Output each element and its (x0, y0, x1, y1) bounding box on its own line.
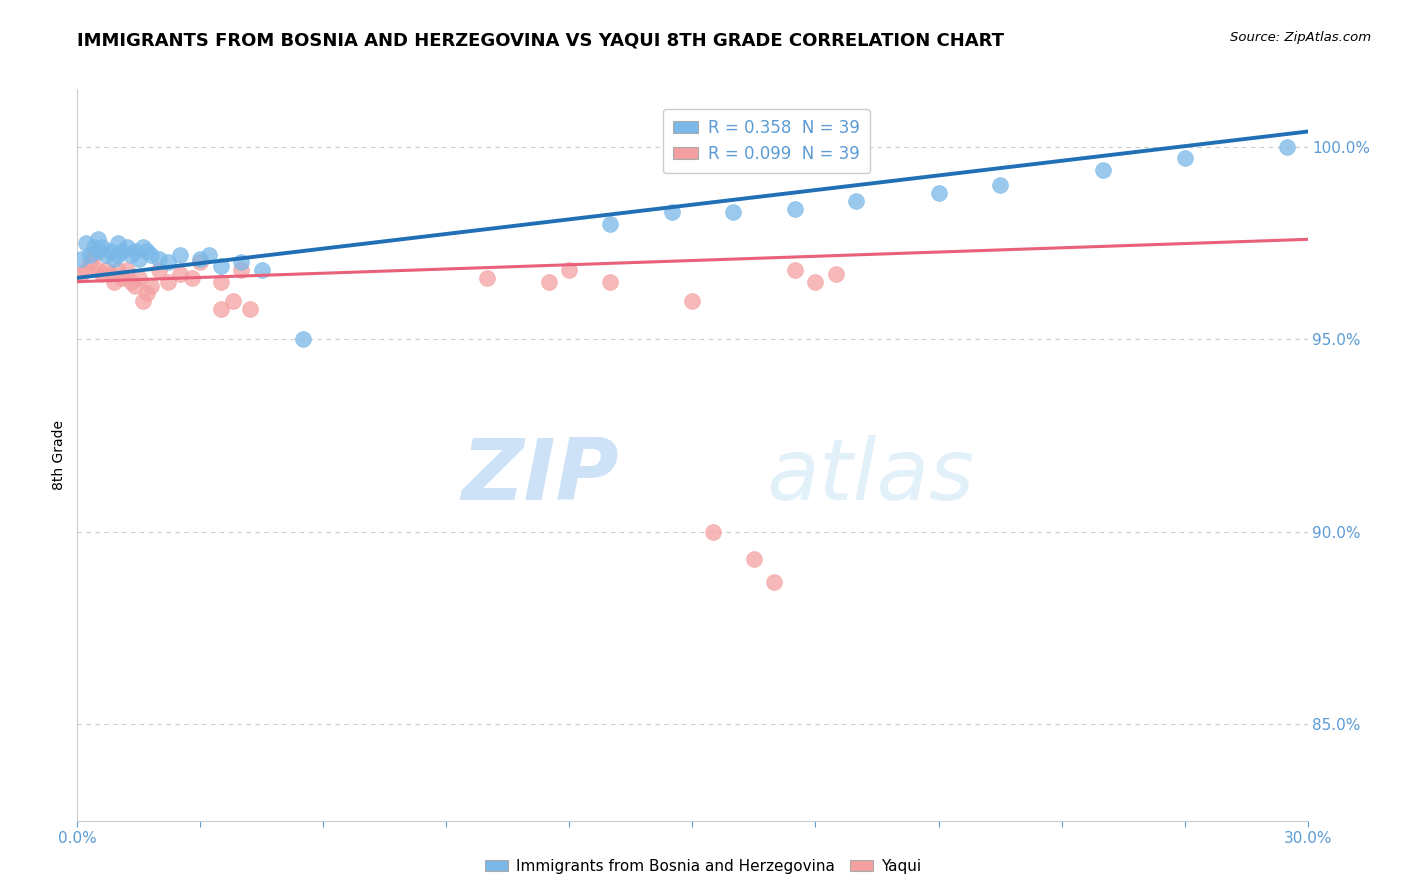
Point (124, 278, 146, 293)
Point (250, 263, 273, 277)
Point (87, 263, 110, 277)
Point (558, 263, 581, 277)
Point (103, 275, 125, 289)
Point (169, 248, 191, 262)
Point (136, 286, 159, 301)
Point (90, 240, 114, 254)
Point (188, 252, 212, 266)
Point (87, 232, 110, 246)
Point (103, 252, 125, 266)
Point (682, 293, 704, 308)
Point (148, 252, 170, 266)
Point (120, 248, 142, 262)
Point (1275, 140, 1298, 154)
Point (222, 293, 245, 308)
Point (83, 248, 105, 262)
Point (156, 275, 179, 289)
Point (79, 255, 101, 269)
Point (845, 194, 868, 208)
Point (111, 270, 134, 285)
Point (90, 267, 114, 281)
Point (156, 255, 179, 269)
Point (763, 574, 786, 589)
Point (132, 240, 155, 254)
Point (107, 248, 129, 262)
Point (141, 278, 163, 293)
Point (75, 263, 97, 277)
Point (98, 244, 121, 258)
Point (723, 205, 745, 219)
Point (132, 293, 155, 308)
Point (928, 186, 950, 201)
Point (83, 240, 105, 254)
Point (87, 244, 110, 258)
Text: IMMIGRANTS FROM BOSNIA AND HERZEGOVINA VS YAQUI 8TH GRADE CORRELATION CHART: IMMIGRANTS FROM BOSNIA AND HERZEGOVINA V… (77, 31, 1004, 49)
Point (661, 205, 683, 219)
Text: atlas: atlas (766, 435, 974, 518)
Point (231, 255, 253, 269)
Point (181, 270, 204, 285)
Point (599, 217, 621, 231)
Point (702, 524, 724, 539)
Point (115, 263, 138, 277)
Y-axis label: 8th Grade: 8th Grade (52, 420, 66, 490)
Legend: Immigrants from Bosnia and Herzegovina, Yaqui: Immigrants from Bosnia and Herzegovina, … (479, 853, 927, 880)
Point (141, 248, 163, 262)
Point (231, 263, 253, 277)
Point (75, 236, 97, 251)
Point (115, 240, 138, 254)
Point (209, 275, 232, 289)
Point (111, 244, 134, 258)
Point (825, 267, 848, 281)
Point (197, 248, 219, 262)
Point (1174, 152, 1197, 166)
Point (120, 275, 142, 289)
Point (477, 270, 499, 285)
Point (169, 267, 191, 281)
Text: ZIP: ZIP (461, 435, 619, 518)
Point (70, 267, 93, 281)
Point (239, 301, 262, 316)
Point (742, 552, 765, 566)
Point (188, 255, 212, 269)
Point (94, 248, 117, 262)
Point (148, 263, 170, 277)
Point (804, 275, 827, 289)
Point (128, 252, 150, 266)
Point (94, 263, 117, 277)
Point (98, 267, 121, 281)
Point (209, 260, 232, 274)
Point (209, 301, 232, 316)
Point (128, 270, 150, 285)
Legend: R = 0.358  N = 39, R = 0.099  N = 39: R = 0.358 N = 39, R = 0.099 N = 39 (662, 109, 870, 173)
Point (537, 275, 560, 289)
Point (107, 263, 129, 277)
Point (1091, 163, 1114, 178)
Point (599, 275, 621, 289)
Point (79, 248, 101, 262)
Point (783, 263, 806, 277)
Point (136, 244, 159, 258)
Point (124, 244, 146, 258)
Point (70, 252, 93, 266)
Point (107, 236, 129, 251)
Point (783, 202, 806, 216)
Point (988, 178, 1011, 193)
Point (291, 333, 314, 347)
Text: Source: ZipAtlas.com: Source: ZipAtlas.com (1230, 31, 1371, 45)
